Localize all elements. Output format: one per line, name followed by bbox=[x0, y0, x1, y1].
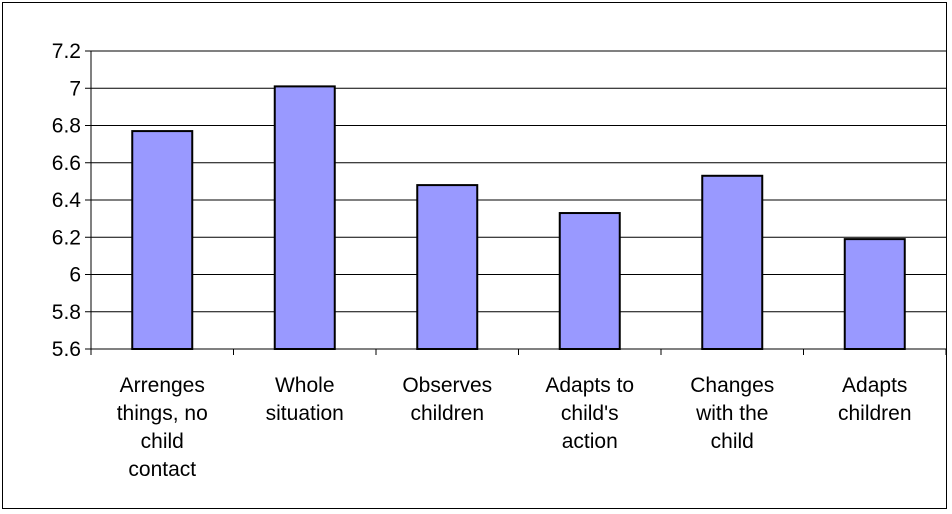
x-tick-label: Adapts children bbox=[838, 374, 912, 425]
bar bbox=[701, 174, 764, 350]
bar bbox=[416, 184, 479, 350]
x-tick-label: Changes with the child bbox=[690, 374, 774, 453]
x-tick-label-line: action bbox=[562, 430, 618, 453]
x-tick-label-line: with the bbox=[695, 402, 768, 425]
x-tick-label-line: things, no bbox=[117, 402, 208, 425]
y-tick-label: 7.2 bbox=[52, 40, 81, 63]
x-tick-label-line: Changes bbox=[690, 374, 774, 397]
axes bbox=[90, 51, 947, 355]
y-tick-label: 6.8 bbox=[52, 115, 81, 138]
x-tick-label-line: children bbox=[838, 402, 912, 425]
bar bbox=[273, 85, 336, 350]
x-tick-label-line: Adapts bbox=[842, 374, 907, 397]
x-tick-label-line: situation bbox=[266, 402, 344, 425]
y-tick-label: 6 bbox=[69, 264, 81, 287]
y-tick-label: 6.2 bbox=[52, 226, 81, 249]
x-tick-label-line: Adapts to bbox=[545, 374, 634, 397]
bar bbox=[843, 238, 906, 350]
x-tick-label-line: child's bbox=[561, 402, 619, 425]
bar bbox=[131, 130, 194, 350]
y-axis-ticks: 5.6 5.8 6 6.2 6.4 6.6 6.8 7 7.2 bbox=[52, 40, 91, 361]
bars bbox=[131, 85, 906, 350]
x-axis-labels: Arrenges things, no child contact Whole situa… bbox=[117, 374, 912, 481]
y-tick-label: 6.6 bbox=[52, 152, 81, 175]
x-tick-label-line: children bbox=[410, 402, 484, 425]
x-tick-label: Adapts to child's action bbox=[545, 374, 634, 453]
x-tick-label-line: child bbox=[141, 430, 184, 453]
x-tick-label-line: Whole bbox=[275, 374, 335, 397]
x-tick-label: Whole situation bbox=[266, 374, 344, 425]
x-tick-label-line: Observes bbox=[402, 374, 492, 397]
y-tick-label: 6.4 bbox=[52, 189, 82, 212]
y-tick-label: 5.6 bbox=[52, 338, 81, 361]
x-tick-label-line: child bbox=[711, 430, 754, 453]
x-tick-label: Arrenges things, no child contact bbox=[117, 374, 208, 481]
y-tick-label: 5.8 bbox=[52, 301, 81, 324]
y-tick-label: 7 bbox=[69, 77, 81, 100]
gridlines bbox=[91, 50, 946, 350]
x-tick-label: Observes children bbox=[402, 374, 492, 425]
x-tick-label-line: Arrenges bbox=[120, 374, 205, 397]
bar bbox=[558, 212, 621, 350]
x-tick-label-line: contact bbox=[128, 458, 196, 481]
